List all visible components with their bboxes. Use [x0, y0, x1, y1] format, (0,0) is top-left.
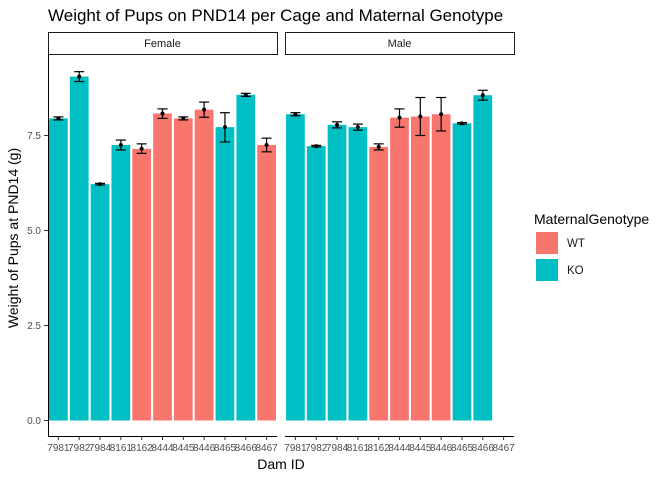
y-tick-label: 0.0 [27, 416, 41, 427]
legend-label-ko: KO [567, 265, 584, 277]
mean-point [202, 107, 207, 112]
bar-male-8445 [410, 116, 430, 421]
x-tick-label: 8162 [131, 443, 154, 454]
x-tick-label: 7984 [326, 443, 349, 454]
mean-point [181, 116, 186, 121]
x-tick-label: 8467 [492, 443, 515, 454]
mean-point [335, 122, 340, 127]
bar-female-8162 [132, 148, 152, 421]
facet-strip [48, 32, 278, 55]
mean-point [77, 74, 82, 79]
legend-label-wt: WT [567, 238, 585, 250]
bar-female-8445 [173, 118, 193, 421]
x-tick-label: 7981 [47, 443, 70, 454]
x-axis-title: Dam ID [257, 456, 304, 472]
bar-male-7982 [306, 146, 326, 421]
facet-strip-label: Male [388, 38, 412, 50]
facet-panel-male: Male 798179827984816181628444844584468465… [284, 32, 515, 454]
bar-male-7984 [327, 124, 347, 421]
legend-swatch-ko [536, 259, 558, 281]
bar-male-8465 [452, 123, 472, 421]
bar-female-7981 [49, 118, 68, 421]
bar-female-7982 [69, 76, 89, 421]
x-tick-label: 8467 [255, 443, 278, 454]
mean-point [118, 143, 123, 147]
mean-point [397, 115, 402, 120]
x-tick-label: 7981 [284, 443, 307, 454]
chart-title: Weight of Pups on PND14 per Cage and Mat… [48, 6, 503, 25]
x-tick-label: 8162 [368, 443, 391, 454]
bar-female-7984 [90, 184, 110, 421]
bar-female-8161 [111, 145, 131, 421]
facet-panel-female: Female7981798279848161816284448445844684… [47, 32, 278, 454]
mean-point [480, 93, 485, 98]
bar-male-7981 [286, 114, 305, 421]
x-tick-label: 8445 [409, 443, 432, 454]
x-tick-label: 8161 [110, 443, 133, 454]
bar-female-8467 [257, 145, 276, 421]
bar-male-8161 [348, 127, 368, 421]
y-axis-title: Weight of Pups at PND14 (g) [5, 148, 21, 328]
mean-point [459, 121, 464, 126]
mean-point [222, 125, 227, 130]
facet-strip-label: Female [144, 38, 181, 50]
y-tick-label: 2.5 [27, 321, 41, 332]
x-tick-label: 8446 [430, 443, 453, 454]
mean-point [314, 144, 319, 149]
mean-point [139, 146, 144, 151]
x-tick-label: 8465 [214, 443, 237, 454]
bar-male-8446 [431, 114, 451, 421]
legend: MaternalGenotype WT KO [534, 211, 649, 281]
mean-point [376, 144, 381, 149]
bar-female-8446 [194, 109, 214, 421]
facet-panels: 0.02.55.07.5Female7981798279848161816284… [27, 32, 515, 454]
mean-point [439, 112, 444, 117]
x-tick-label: 8446 [193, 443, 216, 454]
x-tick-label: 7982 [68, 443, 91, 454]
legend-swatch-wt [536, 232, 558, 254]
mean-point [293, 112, 298, 117]
bar-female-8465 [215, 127, 235, 421]
mean-point [264, 143, 269, 147]
bar-male-8466 [473, 95, 493, 421]
x-tick-label: 7984 [89, 443, 112, 454]
y-tick-label: 5.0 [27, 226, 41, 237]
bar-male-8162 [369, 146, 389, 421]
mean-point [243, 92, 248, 97]
mean-point [355, 125, 360, 130]
mean-point [98, 182, 103, 187]
legend-title: MaternalGenotype [534, 211, 649, 227]
x-tick-label: 8466 [235, 443, 258, 454]
mean-point [160, 111, 165, 116]
bar-female-8444 [153, 113, 172, 421]
mean-point [56, 116, 61, 121]
x-tick-label: 8465 [451, 443, 474, 454]
bar-female-8466 [236, 94, 256, 421]
x-tick-label: 8444 [388, 443, 411, 454]
facet-strip [285, 32, 515, 55]
x-tick-label: 8444 [151, 443, 174, 454]
x-tick-label: 8161 [347, 443, 370, 454]
x-tick-label: 7982 [305, 443, 328, 454]
mean-point [418, 114, 423, 119]
bar-male-8444 [390, 117, 409, 421]
x-tick-label: 8445 [172, 443, 195, 454]
y-tick-label: 7.5 [27, 131, 41, 142]
x-tick-label: 8466 [472, 443, 495, 454]
